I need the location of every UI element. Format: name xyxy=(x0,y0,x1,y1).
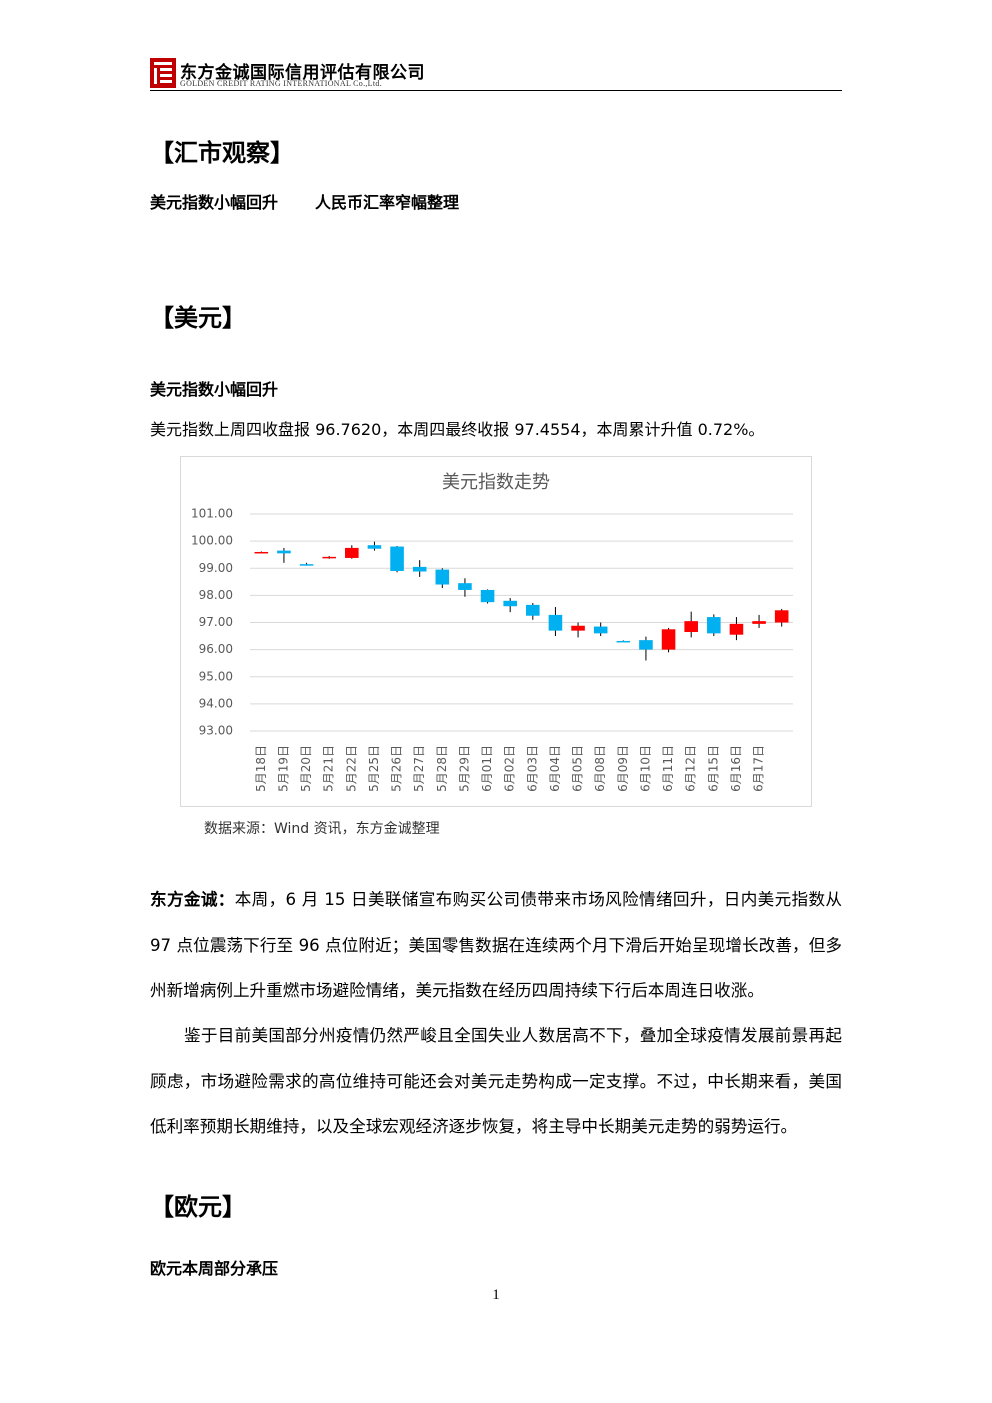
x-tick-label: 5月29日 xyxy=(457,745,471,792)
section-subheading: 欧元本周部分承压 xyxy=(150,1259,279,1278)
candle-body xyxy=(616,640,631,643)
x-tick-label: 6月11日 xyxy=(661,745,675,792)
x-tick-label: 6月12日 xyxy=(684,745,698,792)
y-tick-label: 99.00 xyxy=(199,561,233,575)
candle-body xyxy=(729,623,744,635)
summary: 美元指数上周四收盘报 96.7620，本周四最终收报 97.4554，本周累计升… xyxy=(150,420,765,439)
x-tick-label: 6月15日 xyxy=(706,745,720,792)
x-tick-label: 5月21日 xyxy=(322,745,336,792)
logo-icon xyxy=(150,58,176,88)
x-tick-label: 6月01日 xyxy=(480,745,494,792)
y-tick-label: 93.00 xyxy=(199,724,233,738)
x-tick-label: 6月02日 xyxy=(503,745,517,792)
candle-body xyxy=(503,600,517,607)
y-tick-label: 101.00 xyxy=(191,507,233,521)
x-tick-label: 5月20日 xyxy=(299,745,313,792)
candle-body xyxy=(571,625,585,631)
x-tick-label: 6月09日 xyxy=(616,745,630,792)
x-tick-label: 6月05日 xyxy=(571,745,585,792)
candle-body xyxy=(435,569,450,585)
company-name: 东方金诚国际信用评估有限公司 xyxy=(180,63,425,83)
x-tick-label: 5月28日 xyxy=(435,745,449,792)
candle-body xyxy=(774,610,789,623)
candle-body xyxy=(367,545,382,549)
page-number: 1 xyxy=(492,1287,500,1303)
candle-body xyxy=(661,629,676,650)
header-rule xyxy=(150,90,842,91)
section-heading: 【欧元】 xyxy=(150,1193,246,1221)
source-note: 数据来源：Wind 资讯，东方金诚整理 xyxy=(204,821,440,837)
candle-body xyxy=(458,583,472,590)
x-tick-label: 6月03日 xyxy=(525,745,539,792)
x-tick-label: 6月04日 xyxy=(548,745,562,792)
y-tick-label: 94.00 xyxy=(199,696,233,710)
y-tick-label: 95.00 xyxy=(199,669,233,683)
chart: 美元指数走势 93.00 94.00 95.00 96.00 97.00 98.00 99.… xyxy=(180,456,812,807)
candle-body xyxy=(707,617,721,634)
y-tick-label: 100.00 xyxy=(191,534,233,548)
comment-text: 本周，6 月 15 日美联储宣布购买公司债带来市场风险情绪回升，日内美元指数从 … xyxy=(150,890,843,1000)
x-tick-label: 5月19日 xyxy=(276,745,290,792)
paragraph: 东方金诚：本周，6 月 15 日美联储宣布购买公司债带来市场风险情绪回升，日内美… xyxy=(150,877,842,1014)
chart-frame xyxy=(180,456,812,807)
page-title: 【汇市观察】 xyxy=(150,139,294,167)
candle-body xyxy=(412,566,427,572)
x-tick-label: 6月16日 xyxy=(729,745,743,792)
candle-body xyxy=(593,626,608,634)
x-tick-label: 5月27日 xyxy=(412,745,426,792)
x-tick-label: 6月08日 xyxy=(593,745,607,792)
x-tick-label: 5月22日 xyxy=(344,745,358,792)
chart-title: 美元指数走势 xyxy=(442,472,550,493)
y-tick-label: 98.00 xyxy=(199,588,233,602)
candle-body xyxy=(277,550,291,554)
candle-body xyxy=(322,556,336,559)
candle-body xyxy=(548,614,563,631)
candle-body xyxy=(299,564,314,566)
candle-body xyxy=(639,640,653,650)
section-heading: 【美元】 xyxy=(150,304,246,332)
candle-body xyxy=(752,621,766,624)
candle-body xyxy=(526,604,540,616)
candle-body xyxy=(254,551,269,554)
x-tick-label: 6月10日 xyxy=(638,745,652,792)
subtitle: 美元指数小幅回升 xyxy=(150,193,279,212)
comment-label: 东方金诚： xyxy=(150,890,235,909)
x-tick-label: 6月17日 xyxy=(752,745,766,792)
x-tick-label: 5月25日 xyxy=(367,745,381,792)
section-subheading: 美元指数小幅回升 xyxy=(150,380,279,399)
y-tick-label: 97.00 xyxy=(199,615,233,629)
y-tick-label: 96.00 xyxy=(199,642,233,656)
candle-body xyxy=(480,589,495,603)
candle-body xyxy=(684,621,698,632)
x-tick-label: 5月18日 xyxy=(254,745,268,792)
candle-body xyxy=(345,547,359,558)
company-name-en: GOLDEN CREDIT RATING INTERNATIONAL Co.,L… xyxy=(180,79,382,88)
candle-body xyxy=(390,546,404,571)
subtitle: 人民币汇率窄幅整理 xyxy=(315,193,460,212)
x-tick-label: 5月26日 xyxy=(390,745,404,792)
paragraph: 鉴于目前美国部分州疫情仍然严峻且全国失业人数居高不下，叠加全球疫情发展前景再起顾… xyxy=(150,1026,842,1136)
